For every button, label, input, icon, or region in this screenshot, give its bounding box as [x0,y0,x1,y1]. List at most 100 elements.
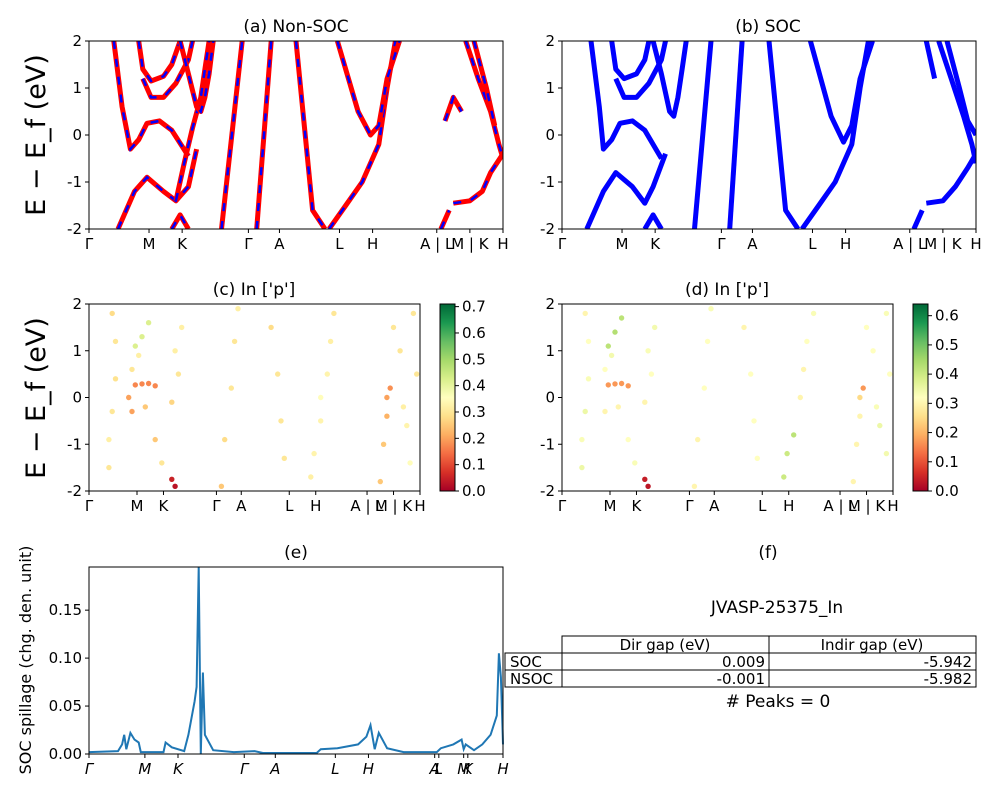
panel-e-plot: 0.000.050.100.15Γ M K Γ A L H AL MK H [49,566,509,778]
colorbar-tick-label: 0.0 [935,482,959,500]
peaks-count: # Peaks = 0 [726,692,831,712]
scatter-point [582,310,588,317]
table-row-nsoc-name: NSOC [510,670,553,688]
panel-a-plot: -2 -1 0 1 2 Γ M K Γ A L H A | LM | K H [67,32,509,253]
scatter-point [159,460,165,466]
scatter-point [579,464,585,471]
scatter-point [228,385,234,391]
table-header-indir: Indir gap (eV) [821,636,924,654]
x-tick-label: M | K [451,235,490,253]
x-tick-label: L [758,497,767,515]
band-line [766,41,801,229]
scatter-point [129,366,135,373]
x-tick-label: A [274,235,285,253]
x-tick-label: Γ [558,235,567,253]
ylabel-middle: E − E_f (eV) [21,317,52,479]
scatter-point [112,338,119,345]
panel-a-title: (a) Non-SOC [243,17,348,37]
x-tick-label: M [616,235,629,253]
axes-frame [88,566,504,755]
y-tick-label: 0 [545,389,555,407]
band-line-soc-overlay [328,41,397,229]
scatter-point [172,483,178,489]
colorbar-tick-label: 0.5 [935,336,959,354]
band-line [944,41,976,137]
scatter-point [695,436,701,443]
scatter-point [701,385,707,391]
x-tick-label: H [840,235,851,253]
colorbar-tick-label: 0.4 [462,377,486,395]
scatter-point [235,306,241,312]
scatter-point [751,418,757,424]
scatter-point [602,408,608,415]
colorbar-tick-label: 0.7 [462,298,486,316]
band-line [293,41,328,229]
scatter-point [132,343,138,349]
table-row-nsoc-dir: -0.001 [717,670,765,688]
band-line [609,41,652,82]
band-line-soc-overlay [453,153,503,205]
x-tick-label: K [177,235,188,253]
scatter-point [384,413,390,419]
scatter-point [175,371,182,377]
y-tick-label: 0.10 [49,649,82,667]
scatter-point [860,385,866,391]
colorbar-d: 0.0 0.1 0.2 0.3 0.4 0.5 0.6 [912,303,959,500]
scatter-point [642,476,648,482]
band-line-soc-overlay [116,148,198,229]
scatter-point [612,329,618,335]
panel-b-title: (b) SOC [735,17,801,37]
scatter-point [281,455,287,461]
x-tick-label: L [808,235,817,253]
scatter-point [324,371,330,377]
scatter-point [278,418,284,424]
table-row-soc-name: SOC [510,653,542,671]
x-tick-label: H [497,235,508,253]
colorbar-c: 0.0 0.1 0.2 0.3 0.4 0.5 0.6 0.7 [439,298,486,500]
x-tick-label: L [331,760,339,778]
scatter-point [152,383,158,389]
y-tick-label: 0.00 [49,745,82,763]
scatter-point [645,348,651,354]
x-tick-label: A [269,760,280,778]
y-tick-label: 1 [72,342,82,360]
scatter-point [857,394,863,401]
scatter-point [145,380,152,387]
axes-frame [561,303,894,492]
band-line [807,41,875,145]
x-tick-label: A | L [823,497,857,515]
band-line-soc-overlay [472,41,496,126]
colorbar-tick-label: 0.0 [462,482,486,500]
scatter-point [810,310,817,317]
scatter-point [331,310,337,317]
x-tick-label: H [363,760,374,778]
plot-area [111,41,503,229]
y-tick-label: 0.15 [49,601,82,619]
band-line [613,41,668,100]
scatter-point [883,310,890,317]
table-row-soc-indir: -5.942 [924,653,972,671]
x-tick-label: L [435,760,443,778]
band-line [911,209,925,229]
scatter-point [275,371,281,377]
scatter-point [109,408,115,415]
scatter-point [380,441,387,447]
panel-d-title: (d) In ['p'] [685,280,769,300]
x-tick-label: A [236,497,247,515]
scatter-point [169,476,175,482]
scatter-point [169,399,175,405]
x-tick-label: M | K [375,497,414,515]
x-tick-label: A [709,497,720,515]
scatter-point [877,422,883,429]
band-line-soc-overlay [255,41,273,229]
y-tick-label: -1 [67,435,82,453]
scatter-point [172,348,178,354]
band-line [692,41,714,229]
scatter-point [231,338,238,345]
scatter-point [781,474,787,480]
scatter-point [625,383,631,389]
y-tick-label: 0 [72,389,82,407]
scatter-point [608,352,615,359]
x-tick-label: H [367,235,378,253]
scatter-point [139,381,145,387]
